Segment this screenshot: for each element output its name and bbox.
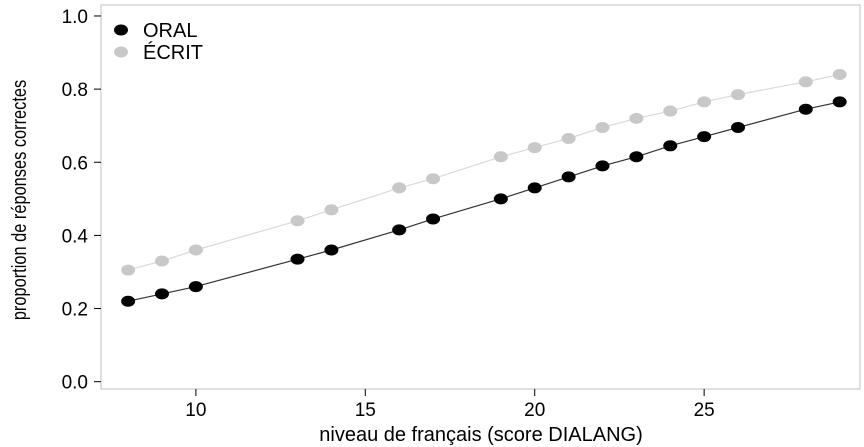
data-point-oral [493,193,508,205]
y-tick-label: 0.8 [62,80,88,101]
data-point-oral [561,171,576,183]
series-line-ecrit [127,73,840,271]
data-point-ecrit [798,76,813,88]
y-tick-label: 0.2 [62,300,88,321]
x-tick-label: 15 [355,400,376,421]
legend-label: ORAL [143,20,197,42]
y-tick-label: 0.4 [62,226,89,247]
data-point-oral [832,96,847,108]
y-tick-label: 0.6 [62,153,88,174]
data-point-ecrit [629,112,644,124]
x-tick-label: 25 [694,400,715,421]
y-tick-label: 0.0 [62,373,88,394]
data-point-oral [527,182,542,194]
data-point-ecrit [290,215,305,227]
data-point-oral [121,295,136,307]
data-point-ecrit [493,151,508,163]
data-point-oral [426,213,441,225]
data-point-oral [324,244,339,256]
legend-marker [114,24,128,36]
data-point-oral [629,151,644,163]
data-point-oral [697,131,712,143]
series-line-oral [127,101,840,302]
x-axis: 10 15 20 25 [185,389,715,421]
data-point-ecrit [121,264,136,276]
x-tick-label: 20 [524,400,545,421]
plot-frame [100,4,861,390]
data-point-oral [731,122,746,134]
data-point-ecrit [663,105,678,117]
data-point-ecrit [154,255,169,267]
y-axis: 0.0 0.2 0.4 0.6 0.8 1.0 [62,7,101,394]
data-point-ecrit [392,182,407,194]
data-point-ecrit [527,142,542,154]
series-lines [127,73,840,302]
legend-label: ÉCRIT [143,41,203,64]
data-point-oral [663,140,678,152]
legend-marker [114,46,128,58]
series-points [121,68,847,307]
data-point-oral [392,224,407,236]
data-point-ecrit [188,244,203,256]
data-point-oral [290,253,305,265]
data-point-oral [798,103,813,115]
data-point-ecrit [561,132,576,144]
data-point-oral [154,288,169,300]
y-axis-title: proportion de réponses correctes [7,80,30,320]
y-tick-label: 1.0 [62,7,88,28]
data-point-oral [595,160,610,172]
data-point-oral [188,281,203,293]
data-point-ecrit [832,68,847,80]
x-tick-label: 10 [185,400,206,421]
data-point-ecrit [324,204,339,216]
data-point-ecrit [697,96,712,108]
data-point-ecrit [595,122,610,134]
data-point-ecrit [426,173,441,185]
data-point-ecrit [731,89,746,101]
x-axis-title: niveau de français (score DIALANG) [319,424,642,446]
